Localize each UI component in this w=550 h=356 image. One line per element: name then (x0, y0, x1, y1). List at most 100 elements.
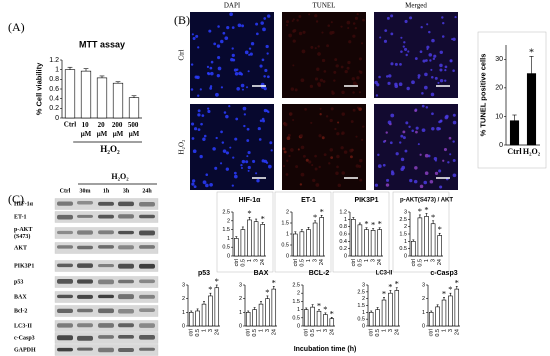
nucleus (405, 121, 409, 125)
nucleus (399, 141, 402, 144)
error-bar (190, 310, 193, 313)
x-tick-label: 20 μM (97, 121, 108, 138)
nucleus (452, 173, 457, 178)
nucleus (406, 86, 410, 91)
x-tick-label: 3 (323, 329, 329, 332)
nucleus (420, 26, 423, 29)
nucleus (205, 173, 209, 177)
nucleus (288, 154, 291, 158)
error-bar (330, 317, 333, 319)
significance-star: * (317, 301, 321, 311)
blot-band (139, 335, 155, 340)
nucleus (217, 25, 220, 28)
nucleus (330, 21, 333, 24)
bar (240, 229, 246, 257)
nucleus (390, 14, 394, 18)
nucleus (402, 136, 406, 140)
blot-row-label: AKT (14, 245, 27, 251)
blot-band (118, 245, 134, 250)
nucleus (235, 117, 239, 121)
nucleus (265, 161, 269, 164)
x-tick-label: 1 (201, 329, 207, 332)
nucleus (439, 50, 443, 55)
error-bar (320, 215, 323, 218)
nucleus (376, 83, 380, 87)
nucleus (336, 165, 339, 169)
nucleus (248, 53, 251, 56)
y-tick-label: 3 (404, 209, 407, 215)
y-tick-label: 0.6 (339, 231, 347, 237)
x-tick-label: 3 (431, 259, 437, 262)
nucleus (321, 136, 325, 140)
nucleus (452, 120, 457, 125)
nucleus (344, 69, 348, 74)
chart-title: LC3-II (376, 271, 393, 277)
x-tick-label: 24 (394, 329, 400, 335)
error-bar (372, 228, 375, 231)
blot-band (98, 230, 114, 235)
y-tick-label: 1.2 (339, 209, 347, 215)
nucleus (415, 126, 419, 130)
nucleus (292, 119, 295, 122)
error-bar (115, 81, 121, 84)
bar (368, 312, 374, 327)
x-tick-label: 0.5 (195, 329, 201, 337)
blot-band (139, 245, 155, 249)
nucleus (430, 68, 433, 71)
nucleus (318, 134, 322, 138)
chart-frame (392, 191, 450, 273)
nucleus (233, 174, 238, 179)
nucleus (390, 62, 394, 66)
nucleus (286, 159, 289, 162)
nucleus (419, 184, 424, 189)
nucleus (244, 50, 249, 55)
y-tick-label: 2 (404, 224, 407, 230)
nucleus (352, 34, 356, 38)
bar (208, 295, 213, 327)
blot-band (118, 230, 134, 235)
blot-band (57, 201, 73, 206)
nucleus (240, 166, 243, 169)
y-tick-label: 0 (422, 323, 425, 329)
nucleus (335, 64, 339, 68)
nucleus (308, 13, 311, 16)
significance-star: * (323, 304, 327, 314)
y-tick-label: 30 (495, 56, 503, 63)
nucleus (305, 158, 309, 162)
nucleus (330, 156, 334, 160)
nucleus (444, 115, 449, 120)
nucleus (341, 112, 345, 116)
nucleus (328, 162, 331, 165)
y-tick-label: 3 (182, 282, 185, 288)
y-tick-label: 1 (227, 236, 230, 242)
error-bar (412, 239, 415, 242)
blot-row-label: LC3-II (14, 323, 33, 329)
error-bar (272, 286, 275, 290)
nucleus (421, 104, 425, 108)
nucleus (439, 63, 443, 68)
x-tick-label: Ctrl (64, 121, 76, 129)
y-tick-label: 2 (362, 296, 365, 302)
nucleus (442, 159, 445, 162)
image-column-label: DAPI (224, 2, 241, 10)
nucleus (258, 138, 262, 141)
chart-title: c-Casp3 (430, 270, 457, 277)
error-bar (300, 229, 303, 232)
nucleus (283, 122, 288, 127)
nucleus (443, 148, 448, 152)
chart-title: p-AKT(S473) / AKT (400, 198, 453, 204)
nucleus (426, 45, 430, 49)
nucleus (454, 15, 457, 19)
nucleus (191, 33, 194, 36)
panel-label: (B) (174, 13, 190, 27)
nucleus (223, 111, 227, 114)
error-bar (260, 301, 262, 305)
nucleus (429, 59, 432, 62)
nucleus (400, 167, 404, 171)
nucleus (222, 31, 226, 35)
nucleus (452, 140, 455, 143)
y-tick-label: 0.5 (292, 315, 300, 321)
nucleus (292, 18, 295, 21)
image-row-label: Ctrl (178, 50, 186, 61)
nucleus (352, 108, 356, 112)
